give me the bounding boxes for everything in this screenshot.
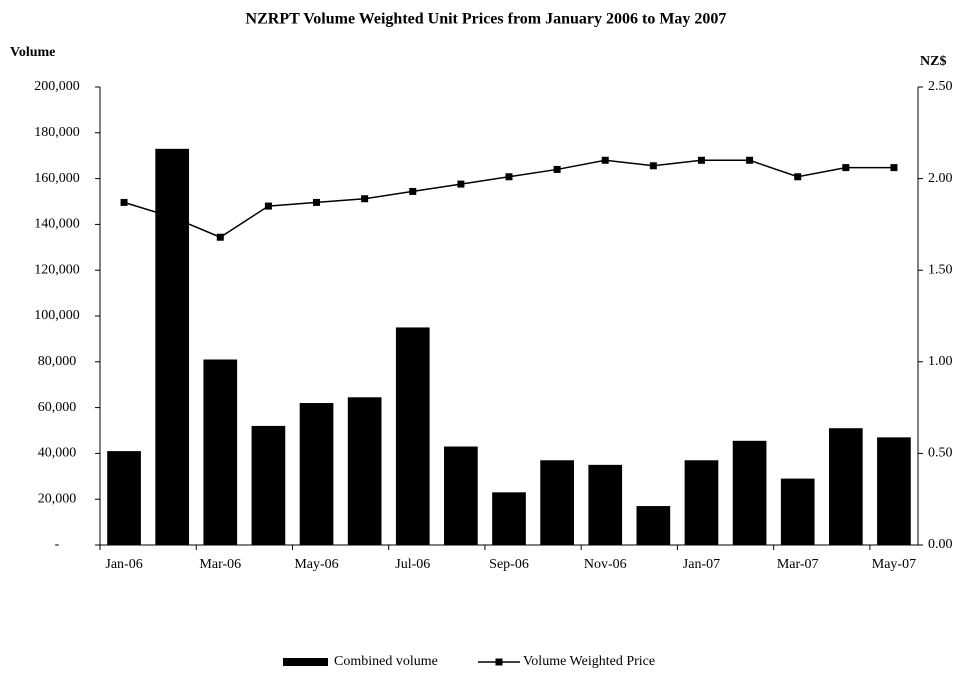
bar [299,403,334,545]
x-tick-label: Jul-06 [395,557,430,572]
line-marker [409,187,417,195]
line-marker [216,233,224,241]
x-tick-label: Sep-06 [489,557,529,572]
line-marker [120,198,128,206]
line-marker [168,213,176,221]
y-tick-label: 100,000 [34,308,80,323]
line-marker [601,156,609,164]
legend-swatch [283,658,328,666]
bar [828,428,863,545]
bar [588,464,623,545]
line-marker [890,164,898,172]
legend-label: Combined volume [334,654,438,669]
bar [636,506,671,545]
y2-tick-label: 0.50 [928,446,953,461]
x-tick-label: May-07 [872,557,916,572]
line-marker [842,164,850,172]
chart-title: NZRPT Volume Weighted Unit Prices from J… [246,11,727,28]
y-axis-label: Volume [10,45,55,60]
x-tick-label: Mar-07 [777,557,819,572]
y2-tick-label: 2.00 [928,171,953,186]
y-tick-label: 80,000 [38,354,77,369]
bar [492,492,526,545]
bar [732,440,767,545]
y2-tick-label: 0.00 [928,537,953,552]
y-tick-label: 120,000 [34,262,80,277]
bar [203,359,238,545]
y2-axis-label: NZ$ [920,54,946,69]
x-tick-label: May-06 [294,557,338,572]
x-tick-label: Nov-06 [584,557,627,572]
y-tick-label: 60,000 [38,400,77,415]
bar [877,437,911,545]
x-tick-label: Jan-07 [683,557,720,572]
bar [684,460,719,545]
line-marker [264,202,272,210]
y-tick-label: 20,000 [38,491,77,506]
line-marker [553,165,561,173]
line-marker [505,173,513,181]
line-marker [746,156,754,164]
x-tick-label: Jan-06 [105,557,142,572]
y-tick-label: 160,000 [34,171,80,186]
bar [107,451,141,545]
line-marker [697,156,705,164]
y-tick-label: - [55,537,60,552]
bar [395,327,430,545]
bar [347,397,382,545]
y2-tick-label: 1.00 [928,354,953,369]
line-marker [457,180,465,188]
line-marker [649,162,657,170]
bar [780,478,815,545]
legend-label: Volume Weighted Price [523,654,655,669]
y-tick-label: 40,000 [38,446,77,461]
y-tick-label: 200,000 [34,79,80,94]
bar [155,148,190,545]
line-marker [313,198,321,206]
bar [444,446,478,545]
legend-swatch [495,658,503,666]
y2-tick-label: 2.50 [928,79,953,94]
bar [540,460,574,545]
y-tick-label: 180,000 [34,125,80,140]
x-tick-label: Mar-06 [199,557,241,572]
line-marker [361,195,369,203]
bar [251,425,286,545]
line [123,159,894,239]
y2-tick-label: 1.50 [928,262,953,277]
line-marker [794,173,802,181]
y-tick-label: 140,000 [34,217,80,232]
